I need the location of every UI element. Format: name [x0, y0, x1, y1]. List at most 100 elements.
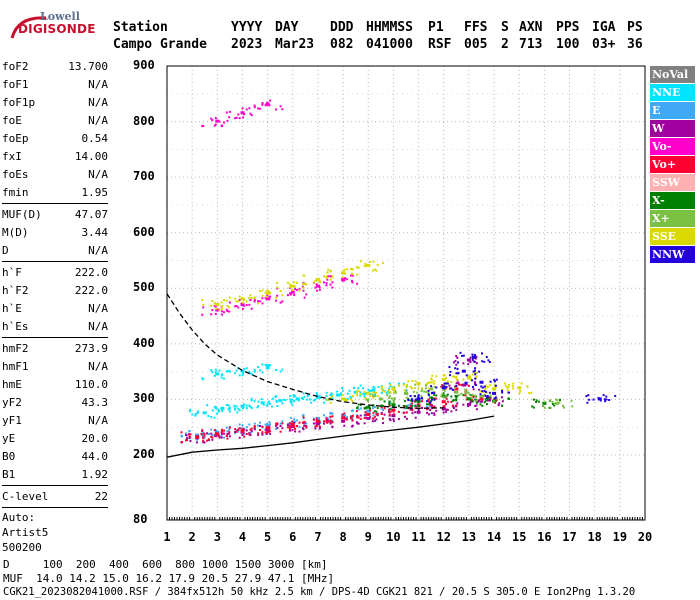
data-trace	[445, 397, 448, 400]
data-trace	[331, 421, 334, 424]
data-trace	[253, 422, 256, 425]
data-trace	[314, 279, 317, 282]
data-trace	[462, 394, 465, 397]
data-trace	[259, 369, 262, 372]
data-trace	[407, 397, 410, 400]
data-trace	[450, 381, 453, 384]
param-value: 14.00	[74, 150, 108, 163]
data-trace	[433, 412, 436, 415]
param-row-fof2: foF2 13.700	[2, 58, 108, 76]
data-trace	[407, 404, 410, 407]
data-point	[371, 388, 376, 392]
data-trace	[455, 382, 458, 385]
data-trace	[542, 404, 545, 407]
data-trace	[402, 382, 405, 385]
data-trace	[241, 297, 244, 300]
data-trace	[253, 368, 256, 371]
data-trace	[327, 420, 330, 423]
data-trace	[375, 391, 378, 394]
data-trace	[210, 435, 213, 438]
data-trace	[228, 406, 231, 409]
data-trace	[346, 392, 349, 395]
header-ps-label: PS	[627, 20, 643, 35]
data-trace	[293, 418, 296, 421]
param-name: C-level	[2, 490, 49, 503]
series-x+	[365, 383, 574, 409]
data-point	[315, 422, 320, 426]
data-trace	[264, 104, 267, 107]
x-tick-label: 19	[612, 530, 628, 544]
data-trace	[261, 371, 264, 374]
param-row-fmin: fmin 1.95	[2, 184, 108, 202]
data-trace	[223, 311, 226, 314]
data-trace	[253, 300, 256, 303]
legend-item-x+: X+	[650, 210, 695, 227]
data-trace	[243, 403, 246, 406]
data-trace	[250, 430, 253, 433]
data-trace	[225, 404, 228, 407]
data-trace	[345, 268, 348, 271]
data-trace	[253, 427, 256, 430]
param-value: 22	[94, 490, 108, 503]
data-trace	[372, 414, 375, 417]
data-trace	[356, 422, 359, 425]
data-trace	[275, 427, 278, 430]
data-trace	[426, 411, 429, 414]
data-trace	[269, 295, 272, 298]
data-trace	[214, 312, 217, 315]
data-trace	[448, 384, 451, 387]
param-row-fof1p: foF1p N/A	[2, 94, 108, 112]
x-tick-label: 16	[537, 530, 552, 544]
data-trace	[264, 431, 267, 434]
logo-line1: Lowell	[40, 10, 80, 23]
data-trace	[250, 397, 253, 400]
data-trace	[383, 400, 386, 403]
data-trace	[359, 384, 362, 387]
data-trace	[483, 390, 486, 393]
data-trace	[281, 420, 284, 423]
data-trace	[389, 408, 392, 411]
data-trace	[376, 394, 379, 397]
data-trace	[298, 288, 301, 291]
data-trace	[454, 394, 457, 397]
data-trace	[449, 387, 452, 390]
data-trace	[235, 116, 238, 119]
data-point	[366, 264, 371, 268]
chart-frame	[166, 65, 646, 521]
data-trace	[243, 435, 246, 438]
data-trace	[363, 265, 366, 268]
data-trace	[259, 428, 262, 431]
data-point	[215, 430, 220, 434]
data-trace	[458, 383, 461, 386]
data-trace	[543, 406, 546, 409]
data-trace	[202, 303, 205, 306]
data-trace	[585, 395, 588, 398]
data-trace	[188, 435, 191, 438]
data-trace	[402, 383, 405, 386]
data-trace	[351, 268, 354, 271]
data-trace	[253, 104, 256, 107]
data-trace	[228, 301, 231, 304]
data-trace	[456, 356, 459, 359]
data-point	[517, 386, 522, 390]
data-trace	[286, 281, 289, 284]
data-trace	[409, 394, 412, 397]
data-trace	[274, 395, 277, 398]
data-trace	[388, 400, 391, 403]
data-trace	[343, 412, 346, 415]
data-point	[315, 419, 320, 423]
data-trace	[472, 388, 475, 391]
data-trace	[383, 413, 386, 416]
data-trace	[445, 382, 448, 385]
data-trace	[326, 278, 329, 281]
data-trace	[331, 395, 334, 398]
data-trace	[295, 281, 298, 284]
data-trace	[206, 404, 209, 407]
data-trace	[267, 431, 270, 434]
data-trace	[323, 275, 326, 278]
data-trace	[405, 407, 408, 410]
data-trace	[331, 275, 334, 278]
data-trace	[234, 117, 237, 120]
data-trace	[372, 385, 375, 388]
data-point	[195, 433, 200, 437]
